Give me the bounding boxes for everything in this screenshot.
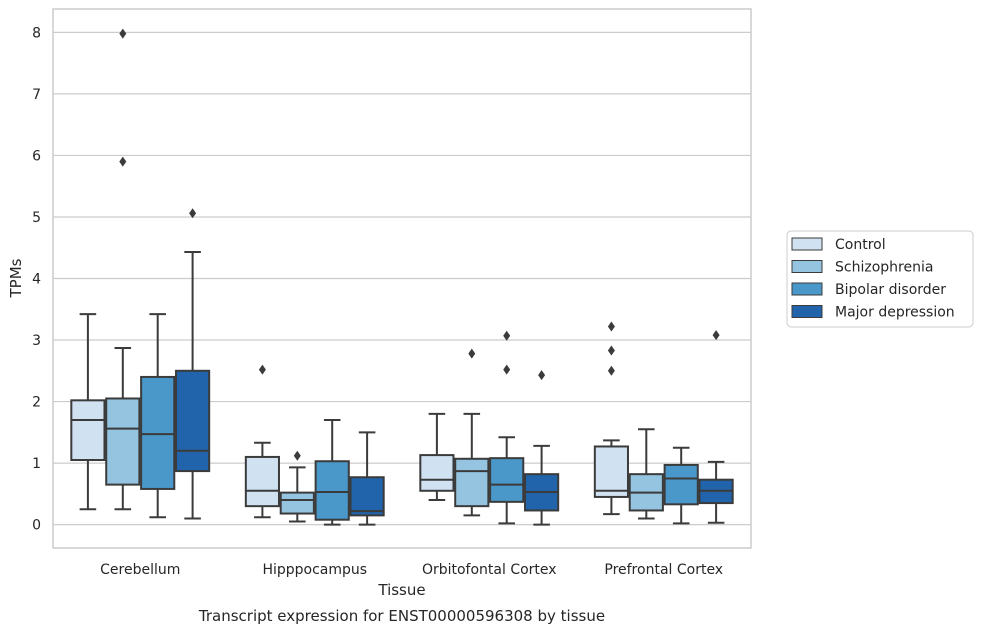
box xyxy=(244,455,280,508)
box xyxy=(454,457,490,508)
box xyxy=(175,369,211,473)
box xyxy=(349,476,385,517)
x-tick-label: Cerebellum xyxy=(100,562,180,578)
box-plot xyxy=(489,330,525,525)
box-plot xyxy=(140,313,176,519)
x-tick-label: Hipppocampus xyxy=(262,562,367,578)
box-plot xyxy=(105,28,141,511)
outlier-point xyxy=(503,364,511,375)
box-plot xyxy=(524,370,560,526)
outlier-point xyxy=(119,156,127,167)
legend-frame xyxy=(786,230,974,328)
box xyxy=(140,375,176,490)
y-tick-label: 1 xyxy=(32,456,41,472)
outlier-point xyxy=(607,345,615,356)
box-plot xyxy=(175,208,211,520)
box-plots xyxy=(70,28,734,526)
y-tick-label: 7 xyxy=(32,87,41,103)
box xyxy=(593,445,629,498)
box-plot xyxy=(663,446,699,525)
legend-swatch xyxy=(791,260,823,273)
legend-swatch xyxy=(791,237,823,251)
box-plot xyxy=(349,431,385,526)
box xyxy=(663,463,699,506)
x-tick-label: Prefrontal Cortex xyxy=(604,562,723,578)
x-axis-title: Tissue xyxy=(377,581,425,599)
legend-label: Control xyxy=(835,237,886,253)
legend-swatch xyxy=(791,282,823,296)
y-tick-label: 2 xyxy=(32,395,41,411)
outlier-point xyxy=(503,330,511,341)
plot-frame xyxy=(52,8,752,549)
x-tick-label: Orbitofontal Cortex xyxy=(422,562,557,578)
y-tick-label: 4 xyxy=(32,272,41,288)
outlier-point xyxy=(712,330,720,341)
box-plot xyxy=(419,412,455,502)
outlier-point xyxy=(293,450,301,461)
box-plot xyxy=(593,321,629,516)
outlier-point xyxy=(468,348,476,359)
x-tick-labels: Cerebellum Hipppocampus Orbitofontal Corte… xyxy=(100,562,723,578)
box-plot xyxy=(244,364,280,519)
box-plot xyxy=(628,428,664,520)
box-plot xyxy=(279,450,315,523)
box-plot xyxy=(70,313,106,511)
outlier-point xyxy=(119,28,127,39)
legend-label: Bipolar disorder xyxy=(835,282,946,298)
y-tick-label: 3 xyxy=(32,333,41,349)
outlier-point xyxy=(189,208,197,219)
legend-swatch xyxy=(791,305,823,318)
outlier-point xyxy=(258,364,266,375)
box xyxy=(70,399,106,462)
box xyxy=(489,457,525,503)
legend-items: Control Schizophrenia Bipolar disorder Majo… xyxy=(791,237,955,321)
legend-label: Major depression xyxy=(835,305,955,321)
y-tick-label: 5 xyxy=(32,210,41,226)
y-tick-labels: 0 1 2 3 4 5 6 7 8 xyxy=(32,25,41,533)
y-tick-label: 0 xyxy=(32,518,41,534)
box xyxy=(279,491,315,515)
box-plot xyxy=(454,348,490,517)
legend-label: Schizophrenia xyxy=(835,260,933,276)
legend: Control Schizophrenia Bipolar disorder Majo… xyxy=(786,230,974,328)
box xyxy=(419,454,455,492)
box-plot xyxy=(314,419,350,526)
box xyxy=(314,460,350,521)
y-tick-label: 8 xyxy=(32,25,41,41)
chart-title: Transcript expression for ENST0000059630… xyxy=(198,607,605,625)
outlier-point xyxy=(538,370,546,381)
grid-lines xyxy=(53,31,751,526)
y-axis-title: TPMs xyxy=(7,258,25,298)
outlier-point xyxy=(607,365,615,376)
box-plot xyxy=(698,330,734,524)
outlier-point xyxy=(607,321,615,332)
y-tick-label: 6 xyxy=(32,148,41,164)
box xyxy=(105,397,141,486)
